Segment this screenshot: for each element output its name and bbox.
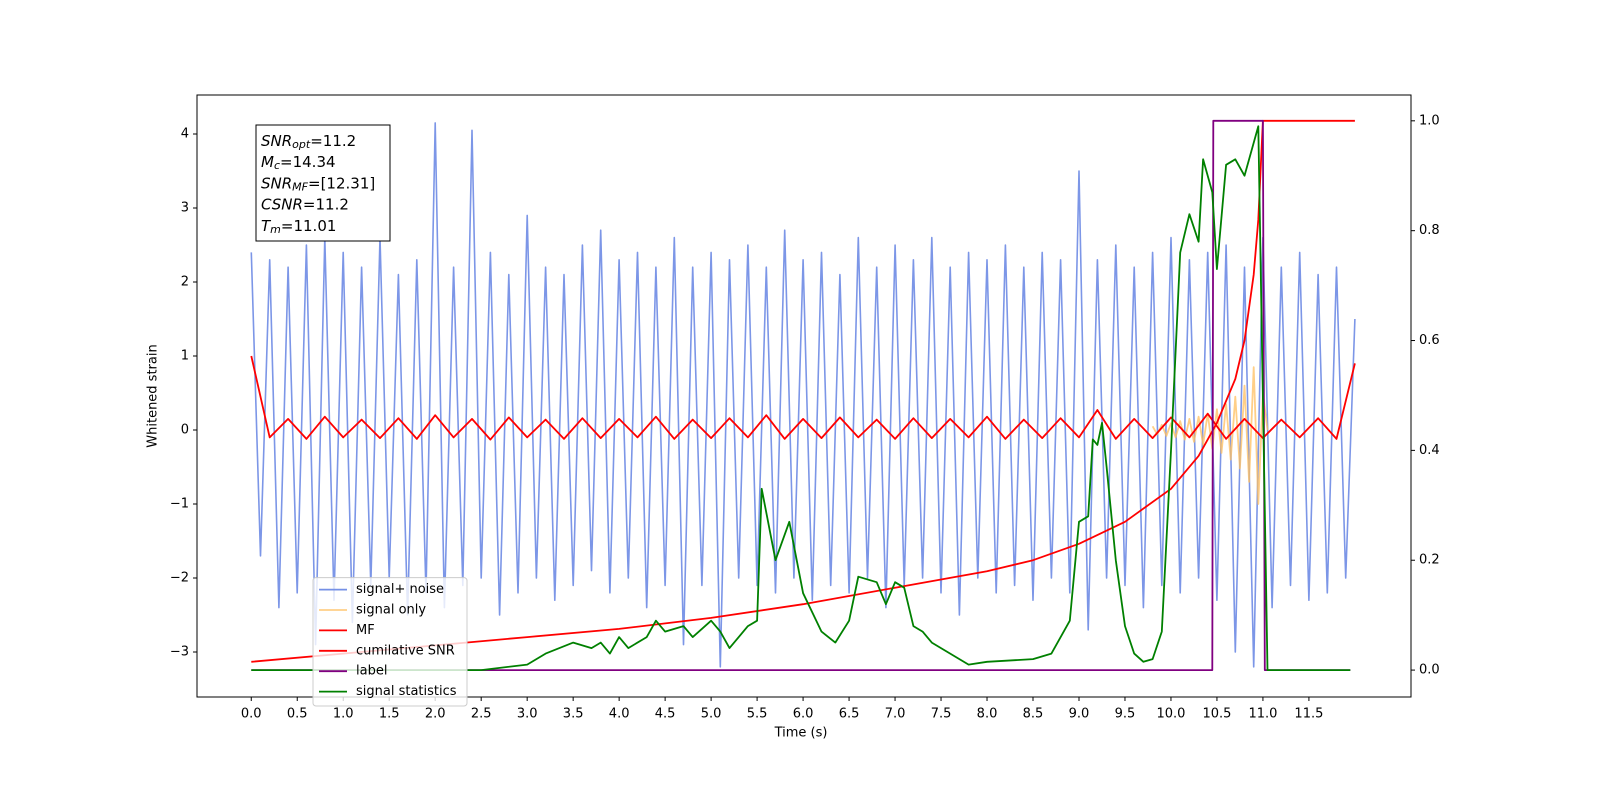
- x-tick-label: 9.0: [1069, 707, 1090, 722]
- annotation-subscript: c: [274, 159, 280, 172]
- x-tick-label: 2.0: [425, 707, 446, 722]
- annotation-name: CSNR: [261, 195, 303, 213]
- series-line: [250, 122, 1356, 668]
- x-axis-label: Time (s): [774, 726, 828, 741]
- x-tick-label: 8.0: [977, 707, 998, 722]
- annotation-line: Tm=11.01: [261, 216, 336, 236]
- y-tick-label: −3: [170, 645, 189, 660]
- x-tick-label: 0.5: [287, 707, 308, 722]
- legend-label: signal only: [356, 603, 426, 618]
- x-tick-label: 1.0: [333, 707, 354, 722]
- annotation-value: =11.2: [303, 195, 349, 213]
- x-tick-label: 5.0: [701, 707, 722, 722]
- annotation-value: =11.01: [281, 216, 337, 234]
- y2-tick-label: 0.4: [1419, 443, 1440, 458]
- y-tick-label: 3: [181, 200, 189, 215]
- plot-area: [250, 119, 1356, 671]
- legend-label: signal+ noise: [356, 582, 444, 597]
- annotation-line: SNRopt=11.2: [261, 132, 356, 152]
- x-tick-label: 9.5: [1115, 707, 1136, 722]
- y2-tick-label: 1.0: [1419, 113, 1440, 128]
- annotation-name: SNR: [261, 132, 292, 150]
- y-tick-label: 1: [181, 349, 189, 364]
- x-tick-label: 11.0: [1248, 707, 1277, 722]
- legend: signal+ noise signal only MF cumilative SNR…: [312, 577, 468, 707]
- y2-tick-label: 0.6: [1419, 333, 1440, 348]
- annotation-name: T: [261, 216, 272, 234]
- y-tick-label: 0: [181, 423, 189, 438]
- annotation-value: =[12.31]: [308, 174, 375, 192]
- x-tick-label: 1.5: [379, 707, 400, 722]
- x-tick-label: 10.5: [1202, 707, 1231, 722]
- x-tick-label: 6.5: [839, 707, 860, 722]
- annotation-line: SNRMF=[12.31]: [261, 174, 375, 194]
- series-line: [250, 355, 1356, 441]
- x-tick-label: 7.5: [931, 707, 952, 722]
- x-tick-label: 4.0: [609, 707, 630, 722]
- x-tick-label: 8.5: [1023, 707, 1044, 722]
- y-tick-label: −1: [170, 497, 189, 512]
- annotation-name: SNR: [261, 174, 292, 192]
- annotation-value: =14.34: [280, 153, 336, 171]
- y-axis-label: Whitened strain: [146, 344, 161, 447]
- annotation-name: M: [261, 153, 274, 171]
- x-tick-label: 2.5: [471, 707, 492, 722]
- y-tick-label: 4: [181, 126, 189, 141]
- legend-label: MF: [356, 623, 375, 638]
- x-tick-label: 5.5: [747, 707, 768, 722]
- legend-frame: [312, 577, 468, 707]
- legend-label: cumilative SNR: [356, 643, 455, 658]
- x-tick-label: 6.0: [793, 707, 814, 722]
- x-tick-label: 3.0: [517, 707, 538, 722]
- y-tick-label: 2: [181, 275, 189, 290]
- annotation-value: =11.2: [310, 132, 356, 150]
- y2-tick-label: 0.0: [1419, 663, 1440, 678]
- annotation-subscript: opt: [292, 138, 311, 151]
- legend-label: signal statistics: [356, 684, 457, 699]
- legend-label: label: [356, 664, 387, 679]
- annotation-box: SNRopt=11.2Mc=14.34SNRMF=[12.31]CSNR=11.…: [255, 124, 391, 242]
- x-tick-label: 3.5: [563, 707, 584, 722]
- y2-tick-label: 0.8: [1419, 223, 1440, 238]
- series-line: [251, 125, 1351, 671]
- annotation-subscript: MF: [292, 180, 308, 193]
- annotation-frame: [255, 124, 391, 242]
- annotation-line: Mc=14.34: [261, 153, 336, 173]
- x-tick-label: 10.0: [1156, 707, 1185, 722]
- y2-tick-label: 0.2: [1419, 553, 1440, 568]
- annotation-line: CSNR=11.2: [261, 195, 349, 213]
- x-tick-label: 4.5: [655, 707, 676, 722]
- x-tick-label: 11.5: [1294, 707, 1323, 722]
- axes-frame: [196, 94, 1412, 698]
- y-tick-label: −2: [170, 571, 189, 586]
- annotation-subscript: m: [270, 223, 281, 236]
- series-line: [251, 119, 1355, 663]
- x-tick-label: 7.0: [885, 707, 906, 722]
- x-tick-label: 0.0: [241, 707, 262, 722]
